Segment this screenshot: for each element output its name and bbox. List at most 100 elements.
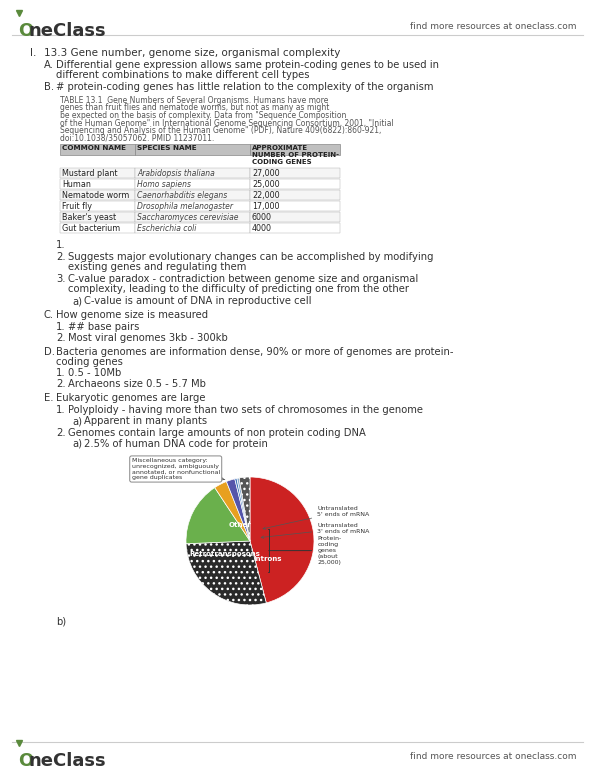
Text: C.: C. bbox=[44, 310, 54, 320]
Text: Introns: Introns bbox=[253, 556, 282, 562]
FancyBboxPatch shape bbox=[60, 223, 135, 233]
Text: How genome size is measured: How genome size is measured bbox=[56, 310, 208, 320]
Text: 4000: 4000 bbox=[252, 224, 272, 233]
Text: Bacteria genomes are information dense, 90% or more of genomes are protein-: Bacteria genomes are information dense, … bbox=[56, 347, 453, 357]
Text: 1.: 1. bbox=[56, 368, 65, 378]
Text: neClass: neClass bbox=[29, 22, 107, 40]
Text: Caenorhabditis elegans: Caenorhabditis elegans bbox=[137, 191, 227, 200]
Text: find more resources at oneclass.com: find more resources at oneclass.com bbox=[411, 752, 577, 761]
Text: 1.: 1. bbox=[56, 322, 65, 332]
FancyBboxPatch shape bbox=[250, 212, 340, 222]
Text: Untranslated
5' ends of mRNA: Untranslated 5' ends of mRNA bbox=[263, 506, 369, 530]
FancyBboxPatch shape bbox=[250, 201, 340, 211]
Wedge shape bbox=[235, 478, 250, 541]
Text: A.: A. bbox=[44, 60, 54, 70]
Text: coding genes: coding genes bbox=[56, 357, 123, 367]
Text: Drosophila melanogaster: Drosophila melanogaster bbox=[137, 202, 233, 211]
FancyBboxPatch shape bbox=[60, 179, 135, 189]
Text: find more resources at oneclass.com: find more resources at oneclass.com bbox=[411, 22, 577, 31]
Text: Polyploidy - having more than two sets of chromosomes in the genome: Polyploidy - having more than two sets o… bbox=[68, 405, 423, 415]
Text: 0.5 - 10Mb: 0.5 - 10Mb bbox=[68, 368, 121, 378]
FancyBboxPatch shape bbox=[250, 168, 340, 178]
Text: Most viral genomes 3kb - 300kb: Most viral genomes 3kb - 300kb bbox=[68, 333, 228, 343]
Text: Baker's yeast: Baker's yeast bbox=[62, 213, 116, 222]
FancyBboxPatch shape bbox=[60, 212, 135, 222]
Text: 27,000: 27,000 bbox=[252, 169, 280, 178]
Text: Other: Other bbox=[229, 522, 252, 528]
Text: 2.: 2. bbox=[56, 379, 65, 389]
Text: genes than fruit flies and nematode worms, but not as many as might: genes than fruit flies and nematode worm… bbox=[60, 103, 330, 112]
FancyBboxPatch shape bbox=[60, 168, 135, 178]
Text: 3.: 3. bbox=[56, 274, 65, 284]
Wedge shape bbox=[227, 479, 250, 541]
Text: COMMON NAME: COMMON NAME bbox=[62, 145, 126, 151]
Wedge shape bbox=[186, 541, 267, 605]
Text: TABLE 13.1  Gene Numbers of Several Organisms. Humans have more: TABLE 13.1 Gene Numbers of Several Organ… bbox=[60, 96, 328, 105]
FancyBboxPatch shape bbox=[135, 144, 250, 155]
FancyBboxPatch shape bbox=[250, 179, 340, 189]
Text: b): b) bbox=[56, 616, 66, 626]
Text: Genomes contain large amounts of non protein coding DNA: Genomes contain large amounts of non pro… bbox=[68, 428, 366, 438]
Text: Untranslated
3' ends of mRNA: Untranslated 3' ends of mRNA bbox=[261, 523, 369, 538]
Text: complexity, leading to the difficulty of predicting one from the other: complexity, leading to the difficulty of… bbox=[68, 284, 409, 294]
FancyBboxPatch shape bbox=[135, 223, 250, 233]
Text: different combinations to make different cell types: different combinations to make different… bbox=[56, 70, 309, 80]
FancyBboxPatch shape bbox=[135, 168, 250, 178]
Text: Differential gene expression allows same protein-coding genes to be used in: Differential gene expression allows same… bbox=[56, 60, 439, 70]
FancyBboxPatch shape bbox=[60, 190, 135, 200]
Wedge shape bbox=[237, 478, 250, 541]
Text: C-value is amount of DNA in reproductive cell: C-value is amount of DNA in reproductive… bbox=[84, 296, 312, 306]
Text: Saccharomyces cerevisiae: Saccharomyces cerevisiae bbox=[137, 213, 239, 222]
Text: Protein-
coding
genes
(about
25,000): Protein- coding genes (about 25,000) bbox=[268, 529, 342, 572]
Text: Sequencing and Analysis of the Human Genome" (PDF), Nature 409(6822):860-921,: Sequencing and Analysis of the Human Gen… bbox=[60, 126, 381, 135]
Text: D.: D. bbox=[44, 347, 55, 357]
FancyBboxPatch shape bbox=[135, 190, 250, 200]
Text: ## base pairs: ## base pairs bbox=[68, 322, 139, 332]
FancyBboxPatch shape bbox=[135, 201, 250, 211]
FancyBboxPatch shape bbox=[250, 190, 340, 200]
Text: Suggests major evolutionary changes can be accomplished by modifying: Suggests major evolutionary changes can … bbox=[68, 252, 434, 262]
Text: 17,000: 17,000 bbox=[252, 202, 280, 211]
Text: E.: E. bbox=[44, 393, 54, 403]
Text: Fruit fly: Fruit fly bbox=[62, 202, 92, 211]
Text: neClass: neClass bbox=[29, 752, 107, 770]
Text: be expected on the basis of complexity. Data from "Sequence Composition: be expected on the basis of complexity. … bbox=[60, 111, 346, 120]
Text: doi:10.1038/35057062. PMID 11237011.: doi:10.1038/35057062. PMID 11237011. bbox=[60, 133, 214, 142]
FancyBboxPatch shape bbox=[250, 223, 340, 233]
FancyBboxPatch shape bbox=[60, 201, 135, 211]
Text: Apparent in many plants: Apparent in many plants bbox=[84, 416, 207, 426]
FancyBboxPatch shape bbox=[135, 212, 250, 222]
Text: 6000: 6000 bbox=[252, 213, 272, 222]
Text: 25,000: 25,000 bbox=[252, 180, 280, 189]
Text: 22,000: 22,000 bbox=[252, 191, 280, 200]
Text: Eukaryotic genomes are large: Eukaryotic genomes are large bbox=[56, 393, 205, 403]
Text: a): a) bbox=[72, 439, 82, 449]
Text: 1.: 1. bbox=[56, 405, 65, 415]
Text: Arabidopsis thaliana: Arabidopsis thaliana bbox=[137, 169, 215, 178]
Text: a): a) bbox=[72, 416, 82, 426]
Text: # protein-coding genes has little relation to the complexity of the organism: # protein-coding genes has little relati… bbox=[56, 82, 434, 92]
Text: existing genes and regulating them: existing genes and regulating them bbox=[68, 262, 246, 272]
Wedge shape bbox=[215, 481, 250, 541]
Text: of the Human Genome" in International Genome Sequencing Consortium, 2001, "Initi: of the Human Genome" in International Ge… bbox=[60, 119, 394, 128]
Text: B.: B. bbox=[44, 82, 54, 92]
Text: Miscellaneous category:
unrecognized, ambiguously
annotated, or nonfunctional
ge: Miscellaneous category: unrecognized, am… bbox=[131, 458, 225, 480]
Text: SPECIES NAME: SPECIES NAME bbox=[137, 145, 196, 151]
Text: 2.: 2. bbox=[56, 252, 65, 262]
Wedge shape bbox=[186, 487, 250, 544]
FancyBboxPatch shape bbox=[135, 179, 250, 189]
Text: O: O bbox=[18, 752, 33, 770]
Text: 2.5% of human DNA code for protein: 2.5% of human DNA code for protein bbox=[84, 439, 268, 449]
Text: a): a) bbox=[72, 296, 82, 306]
FancyBboxPatch shape bbox=[60, 144, 135, 155]
Text: 2.: 2. bbox=[56, 333, 65, 343]
Text: 13.3 Gene number, genome size, organismal complexity: 13.3 Gene number, genome size, organisma… bbox=[44, 48, 340, 58]
Text: Gut bacterium: Gut bacterium bbox=[62, 224, 120, 233]
Text: Escherichia coli: Escherichia coli bbox=[137, 224, 196, 233]
Text: C-value paradox - contradiction between genome size and organismal: C-value paradox - contradiction between … bbox=[68, 274, 418, 284]
Text: APPROXIMATE
NUMBER OF PROTEIN-
CODING GENES: APPROXIMATE NUMBER OF PROTEIN- CODING GE… bbox=[252, 145, 339, 165]
Text: O: O bbox=[18, 22, 33, 40]
Text: I.: I. bbox=[30, 48, 36, 58]
Text: Nematode worm: Nematode worm bbox=[62, 191, 129, 200]
Wedge shape bbox=[239, 477, 250, 541]
